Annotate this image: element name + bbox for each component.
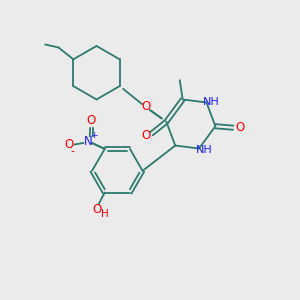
Text: O: O xyxy=(92,203,101,216)
Text: +: + xyxy=(90,131,98,140)
Text: O: O xyxy=(64,138,74,151)
Text: O: O xyxy=(141,129,150,142)
Text: O: O xyxy=(141,100,150,113)
Text: NH: NH xyxy=(196,145,213,155)
Text: H: H xyxy=(101,209,109,219)
Text: O: O xyxy=(87,115,96,128)
Text: N: N xyxy=(84,135,93,148)
Text: O: O xyxy=(235,121,244,134)
Text: NH: NH xyxy=(202,97,219,107)
Text: -: - xyxy=(70,146,74,156)
